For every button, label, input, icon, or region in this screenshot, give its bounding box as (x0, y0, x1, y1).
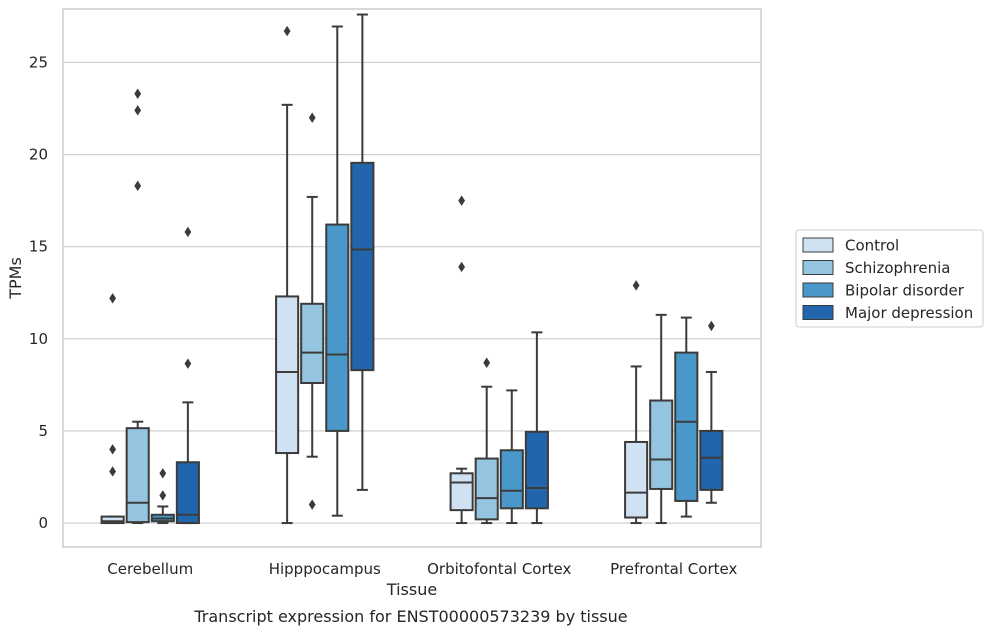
box (175, 461, 200, 525)
legend-swatch (802, 305, 834, 320)
box-group (524, 331, 549, 525)
outlier-point (159, 490, 167, 501)
outlier-point (308, 112, 316, 123)
box (100, 515, 125, 525)
outlier-point (109, 444, 117, 455)
chart-title: Transcript expression for ENST0000057323… (193, 607, 627, 626)
box-group (699, 320, 724, 504)
legend-label: Bipolar disorder (845, 282, 965, 300)
legend-swatch (802, 260, 834, 275)
legend-swatch (802, 237, 834, 253)
x-tick-label: Prefrontal Cortex (610, 560, 737, 578)
y-axis-title: TPMs (6, 257, 25, 300)
box (499, 449, 524, 510)
box (649, 399, 674, 490)
outlier-point (134, 88, 142, 99)
x-tick-labels: Cerebellum Hipppocampus Orbitofontal Corte… (107, 560, 737, 578)
y-tick-label: 10 (29, 330, 48, 348)
outlier-point (483, 357, 491, 368)
y-tick-labels: 0 5 10 15 20 25 (29, 53, 48, 532)
boxes (100, 13, 724, 525)
box (125, 427, 150, 524)
x-axis-title: Tissue (386, 580, 437, 599)
box-group (649, 313, 674, 525)
y-tick-label: 25 (29, 53, 48, 71)
box-group (325, 25, 350, 517)
legend: Control Schizophrenia Bipolar disorder Majo… (795, 229, 984, 328)
box (474, 457, 499, 521)
outlier-point (109, 293, 117, 304)
legend-label: Schizophrenia (845, 259, 950, 277)
legend-frame (795, 229, 984, 328)
x-tick-label: Hipppocampus (269, 560, 381, 578)
box-group (674, 316, 699, 518)
box-group (175, 226, 200, 525)
box-group (150, 468, 175, 525)
outlier-point (632, 280, 640, 291)
outlier-point (707, 320, 715, 332)
x-tick-label: Cerebellum (107, 560, 193, 578)
y-tick-label: 5 (38, 422, 48, 440)
x-tick-label: Orbitofontal Cortex (427, 560, 571, 578)
legend-label: Control (845, 237, 899, 255)
box-group (474, 357, 499, 525)
box (300, 302, 325, 385)
outlier-point (308, 499, 316, 510)
box (524, 430, 549, 510)
box-group (499, 389, 524, 525)
outlier-point (184, 226, 192, 238)
box-group (449, 195, 474, 525)
box (325, 223, 350, 432)
box (699, 429, 724, 491)
box-group (275, 25, 300, 525)
box-group (100, 293, 125, 525)
box-group (125, 88, 150, 525)
legend-swatch (802, 282, 834, 298)
box-group (624, 280, 649, 525)
box-group (350, 13, 375, 491)
box (275, 295, 300, 455)
box (674, 351, 699, 502)
box (350, 161, 375, 372)
box (449, 472, 474, 512)
outlier-point (109, 466, 117, 477)
y-tick-label: 15 (29, 238, 48, 256)
outlier-point (159, 468, 167, 479)
box (624, 440, 649, 519)
legend-label: Major depression (845, 304, 973, 322)
y-tick-label: 0 (38, 514, 48, 532)
gridlines (63, 61, 761, 524)
outlier-point (184, 358, 192, 369)
plot-area-frame (62, 8, 762, 548)
outlier-point (458, 261, 466, 273)
outlier-point (458, 195, 466, 206)
outlier-point (134, 105, 142, 116)
box-group (300, 112, 325, 510)
outlier-point (134, 180, 142, 192)
outlier-point (283, 25, 291, 37)
y-tick-label: 20 (29, 146, 48, 164)
